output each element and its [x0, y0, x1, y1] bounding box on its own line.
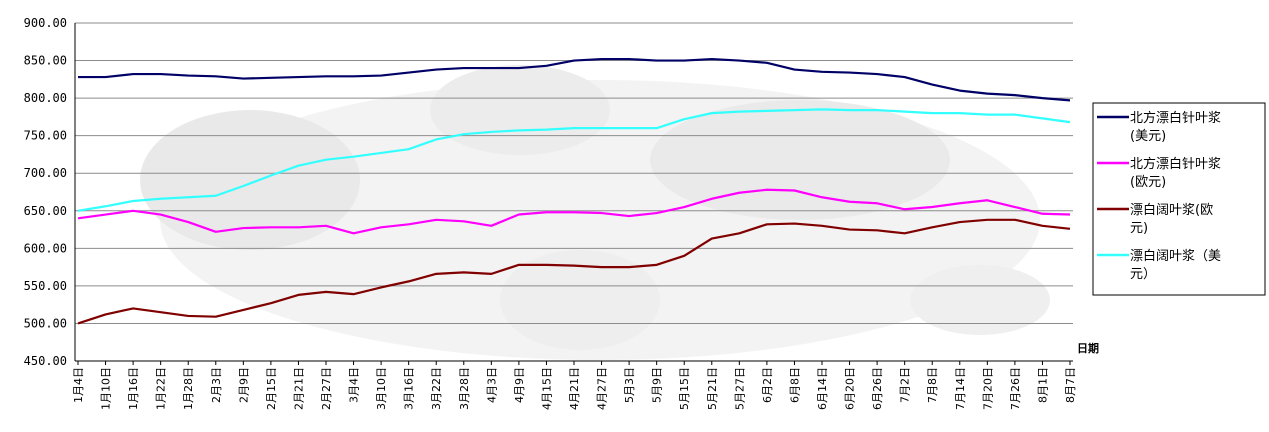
x-axis-label: 日期 [1077, 341, 1099, 355]
x-tick-label: 5月27日 [733, 367, 746, 410]
x-tick-label: 2月9日 [237, 367, 250, 403]
series-line [77, 218, 1071, 325]
legend-label: 漂白阔叶浆(欧 [1130, 202, 1213, 218]
x-tick-label: 6月26日 [871, 367, 884, 410]
legend-label: 北方漂白针叶浆 [1130, 110, 1221, 126]
x-tick-label: 3月4日 [348, 367, 361, 403]
x-tick-label: 1月22日 [155, 367, 168, 410]
x-tick-label: 6月14日 [816, 367, 829, 410]
x-tick-label: 5月21日 [706, 367, 719, 410]
x-tick-label: 7月2日 [899, 367, 912, 403]
y-tick-label: 850.00 [24, 54, 67, 68]
x-tick-label: 4月9日 [513, 367, 526, 403]
x-tick-label: 6月2日 [761, 367, 774, 403]
series-line [78, 57, 1071, 102]
x-tick-label: 6月8日 [788, 367, 801, 403]
y-tick-label: 900.00 [24, 16, 67, 30]
y-tick-label: 750.00 [24, 129, 67, 143]
y-tick-label: 550.00 [24, 279, 67, 293]
x-tick-label: 2月27日 [320, 367, 333, 410]
x-tick-label: 7月14日 [954, 367, 967, 410]
series-line [77, 188, 1071, 235]
x-tick-label: 4月21日 [568, 367, 581, 410]
x-tick-label: 2月15日 [265, 367, 278, 410]
legend-label: 北方漂白针叶浆 [1130, 156, 1221, 172]
x-tick-label: 8月7日 [1064, 367, 1077, 403]
x-tick-label: 2月3日 [210, 367, 223, 403]
x-tick-label: 8月1日 [1036, 367, 1049, 403]
legend: 北方漂白针叶浆 (美元) 北方漂白针叶浆 (欧元) 漂白阔叶浆(欧元) 漂白阔叶浆（美元） [1092, 102, 1266, 296]
series-line [77, 108, 1071, 212]
x-tick-label: 3月10日 [375, 367, 388, 410]
x-tick-label: 4月27日 [596, 367, 609, 410]
legend-label: 漂白阔叶浆（美 [1130, 248, 1221, 264]
y-tick-label: 450.00 [24, 354, 67, 368]
x-axis: 1月4日 1月10日 1月16日 1月22日 1月28日 2月3日 2月9日 2月15日 2月2… [72, 360, 1077, 410]
x-tick-label: 4月15日 [540, 367, 553, 410]
x-tick-label: 3月28日 [458, 367, 471, 410]
y-tick-label: 800.00 [24, 91, 67, 105]
legend-label: 元) [1130, 221, 1148, 236]
x-tick-label: 3月16日 [403, 367, 416, 410]
x-tick-label: 7月8日 [926, 367, 939, 403]
legend-label: (美元) [1130, 129, 1166, 144]
y-tick-label: 500.00 [24, 316, 67, 330]
x-tick-label: 7月26日 [1009, 367, 1022, 410]
legend-label: 元） [1130, 267, 1156, 282]
x-tick-label: 5月3日 [623, 367, 636, 403]
x-tick-label: 6月20日 [844, 367, 857, 410]
x-tick-label: 1月28日 [182, 367, 195, 410]
legend-box [1092, 102, 1266, 296]
series-lines [77, 57, 1071, 325]
y-tick-label: 650.00 [24, 204, 67, 218]
x-tick-label: 4月3日 [485, 367, 498, 403]
y-tick-label: 700.00 [24, 166, 67, 180]
y-axis: 450.00 500.00 550.00 600.00 650.00 700.00 750.… [24, 16, 76, 368]
x-tick-label: 1月10日 [100, 367, 113, 410]
x-tick-label: 5月9日 [651, 367, 664, 403]
y-tick-label: 600.00 [24, 241, 67, 255]
x-tick-label: 1月16日 [127, 367, 140, 410]
x-tick-label: 7月20日 [981, 367, 994, 410]
x-tick-label: 2月21日 [292, 367, 305, 410]
x-tick-label: 3月22日 [430, 367, 443, 410]
x-tick-label: 5月15日 [678, 367, 691, 410]
legend-label: (欧元) [1130, 175, 1166, 190]
x-tick-label: 1月4日 [72, 367, 85, 403]
